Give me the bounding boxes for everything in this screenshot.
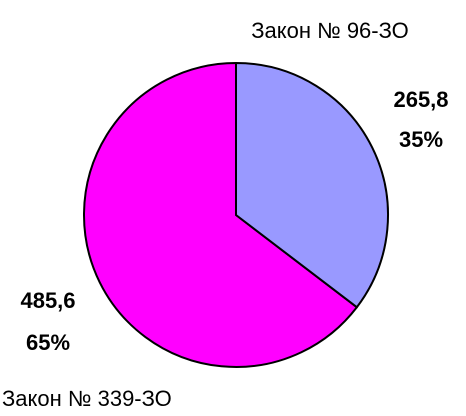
percent-label: 35% xyxy=(399,127,443,152)
category-label: Закон № 96-ЗО xyxy=(251,18,409,43)
pie-slice xyxy=(83,62,358,368)
pie-slice xyxy=(235,62,389,309)
value-label: 265,8 xyxy=(393,87,448,112)
category-label: Закон № 339-ЗО xyxy=(2,386,172,411)
percent-label: 65% xyxy=(26,330,70,355)
value-label: 485,6 xyxy=(20,288,75,313)
